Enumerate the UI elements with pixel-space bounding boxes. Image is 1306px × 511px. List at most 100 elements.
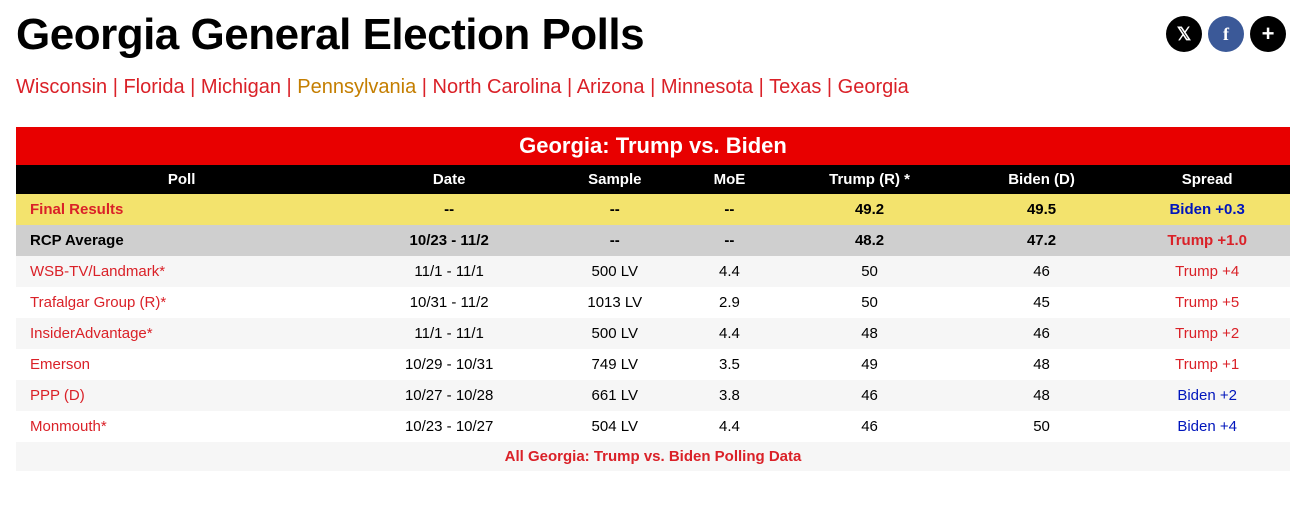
cell-spread: Biden +0.3 xyxy=(1124,194,1290,225)
cell-spread: Biden +2 xyxy=(1124,380,1290,411)
nav-separator: | xyxy=(562,76,577,98)
cell-poll[interactable]: Emerson xyxy=(16,349,347,380)
state-link-arizona[interactable]: Arizona xyxy=(577,76,645,98)
table-body: Final Results------49.249.5Biden +0.3RCP… xyxy=(16,194,1290,442)
cell-date: 11/1 - 11/1 xyxy=(347,256,551,287)
cell-a: 46 xyxy=(780,411,958,442)
share-icons: 𝕏 f + xyxy=(1166,16,1286,52)
cell-poll: Final Results xyxy=(16,194,347,225)
cell-spread: Trump +4 xyxy=(1124,256,1290,287)
cell-poll[interactable]: WSB-TV/Landmark* xyxy=(16,256,347,287)
cell-moe: 3.8 xyxy=(678,380,780,411)
table-row: RCP Average10/23 - 11/2----48.247.2Trump… xyxy=(16,225,1290,256)
table-row: Final Results------49.249.5Biden +0.3 xyxy=(16,194,1290,225)
cell-moe: -- xyxy=(678,194,780,225)
cell-poll[interactable]: InsiderAdvantage* xyxy=(16,318,347,349)
all-polling-data-link[interactable]: All Georgia: Trump vs. Biden Polling Dat… xyxy=(16,442,1290,471)
state-link-north-carolina[interactable]: North Carolina xyxy=(433,76,562,98)
share-x-button[interactable]: 𝕏 xyxy=(1166,16,1202,52)
share-facebook-button[interactable]: f xyxy=(1208,16,1244,52)
cell-b: 49.5 xyxy=(959,194,1125,225)
share-more-button[interactable]: + xyxy=(1250,16,1286,52)
cell-poll: RCP Average xyxy=(16,225,347,256)
cell-poll[interactable]: PPP (D) xyxy=(16,380,347,411)
cell-b: 46 xyxy=(959,318,1125,349)
cell-sample: 500 LV xyxy=(551,318,678,349)
cell-date: 10/29 - 10/31 xyxy=(347,349,551,380)
state-link-minnesota[interactable]: Minnesota xyxy=(661,76,753,98)
cell-spread: Biden +4 xyxy=(1124,411,1290,442)
table-row: Emerson10/29 - 10/31749 LV3.54948Trump +… xyxy=(16,349,1290,380)
cell-moe: 4.4 xyxy=(678,256,780,287)
table-row: PPP (D)10/27 - 10/28661 LV3.84648Biden +… xyxy=(16,380,1290,411)
cell-spread: Trump +5 xyxy=(1124,287,1290,318)
cell-date: 11/1 - 11/1 xyxy=(347,318,551,349)
cell-sample: -- xyxy=(551,225,678,256)
state-link-florida[interactable]: Florida xyxy=(123,76,184,98)
cell-moe: 2.9 xyxy=(678,287,780,318)
cell-sample: 1013 LV xyxy=(551,287,678,318)
col-trump: Trump (R) * xyxy=(780,165,958,194)
cell-sample: -- xyxy=(551,194,678,225)
state-link-pennsylvania[interactable]: Pennsylvania xyxy=(297,76,416,98)
cell-date: 10/27 - 10/28 xyxy=(347,380,551,411)
cell-date: 10/31 - 11/2 xyxy=(347,287,551,318)
state-link-georgia[interactable]: Georgia xyxy=(838,76,909,98)
cell-a: 49.2 xyxy=(780,194,958,225)
cell-sample: 749 LV xyxy=(551,349,678,380)
table-row: WSB-TV/Landmark*11/1 - 11/1500 LV4.45046… xyxy=(16,256,1290,287)
state-link-michigan[interactable]: Michigan xyxy=(201,76,281,98)
nav-separator: | xyxy=(416,76,432,98)
cell-b: 45 xyxy=(959,287,1125,318)
poll-table-title: Georgia: Trump vs. Biden xyxy=(16,127,1290,165)
cell-a: 50 xyxy=(780,256,958,287)
state-link-wisconsin[interactable]: Wisconsin xyxy=(16,76,107,98)
nav-separator: | xyxy=(645,76,661,98)
poll-table-wrap: Georgia: Trump vs. Biden Poll Date Sampl… xyxy=(16,127,1290,471)
cell-b: 50 xyxy=(959,411,1125,442)
state-nav: Wisconsin | Florida | Michigan | Pennsyl… xyxy=(16,76,1290,99)
table-row: InsiderAdvantage*11/1 - 11/1500 LV4.4484… xyxy=(16,318,1290,349)
state-link-texas[interactable]: Texas xyxy=(769,76,821,98)
cell-poll[interactable]: Monmouth* xyxy=(16,411,347,442)
cell-b: 48 xyxy=(959,380,1125,411)
cell-moe: 3.5 xyxy=(678,349,780,380)
nav-separator: | xyxy=(107,76,123,98)
cell-b: 46 xyxy=(959,256,1125,287)
nav-separator: | xyxy=(753,76,769,98)
cell-date: 10/23 - 11/2 xyxy=(347,225,551,256)
cell-b: 48 xyxy=(959,349,1125,380)
cell-a: 50 xyxy=(780,287,958,318)
cell-date: -- xyxy=(347,194,551,225)
col-moe: MoE xyxy=(678,165,780,194)
cell-poll[interactable]: Trafalgar Group (R)* xyxy=(16,287,347,318)
cell-spread: Trump +1 xyxy=(1124,349,1290,380)
cell-sample: 504 LV xyxy=(551,411,678,442)
table-row: Trafalgar Group (R)*10/31 - 11/21013 LV2… xyxy=(16,287,1290,318)
cell-a: 48 xyxy=(780,318,958,349)
cell-moe: 4.4 xyxy=(678,411,780,442)
col-poll: Poll xyxy=(16,165,347,194)
cell-a: 48.2 xyxy=(780,225,958,256)
col-sample: Sample xyxy=(551,165,678,194)
cell-b: 47.2 xyxy=(959,225,1125,256)
cell-moe: -- xyxy=(678,225,780,256)
cell-date: 10/23 - 10/27 xyxy=(347,411,551,442)
cell-spread: Trump +2 xyxy=(1124,318,1290,349)
nav-separator: | xyxy=(281,76,297,98)
cell-sample: 500 LV xyxy=(551,256,678,287)
nav-separator: | xyxy=(821,76,837,98)
cell-a: 49 xyxy=(780,349,958,380)
cell-sample: 661 LV xyxy=(551,380,678,411)
nav-separator: | xyxy=(185,76,201,98)
col-biden: Biden (D) xyxy=(959,165,1125,194)
col-date: Date xyxy=(347,165,551,194)
table-header-row: Poll Date Sample MoE Trump (R) * Biden (… xyxy=(16,165,1290,194)
poll-table: Poll Date Sample MoE Trump (R) * Biden (… xyxy=(16,165,1290,442)
cell-a: 46 xyxy=(780,380,958,411)
cell-spread: Trump +1.0 xyxy=(1124,225,1290,256)
col-spread: Spread xyxy=(1124,165,1290,194)
table-row: Monmouth*10/23 - 10/27504 LV4.44650Biden… xyxy=(16,411,1290,442)
page-title: Georgia General Election Polls xyxy=(16,10,644,60)
cell-moe: 4.4 xyxy=(678,318,780,349)
